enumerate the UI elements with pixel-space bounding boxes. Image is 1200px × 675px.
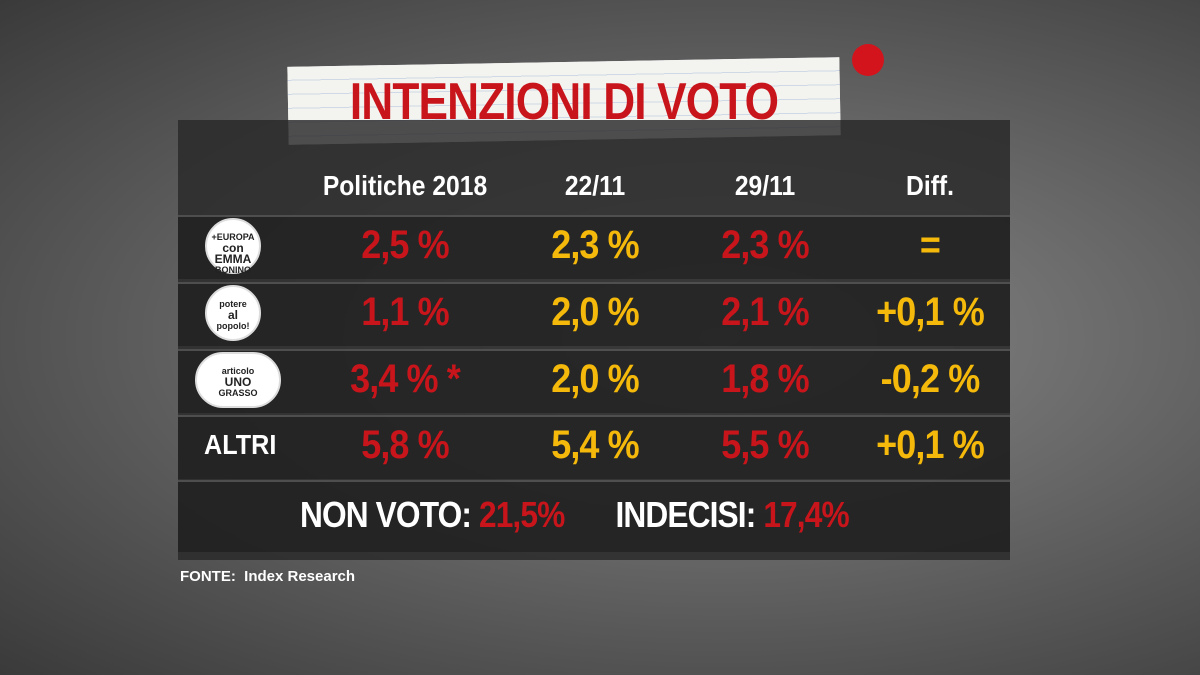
row-label: ALTRI <box>204 429 277 460</box>
logo-text: articolo <box>221 366 255 376</box>
party-logo: +EUROPA con EMMA BONINO <box>205 218 261 275</box>
non-voto-value: 21,5% <box>478 494 565 535</box>
table-cell: 3,4 % * <box>350 357 461 401</box>
source: FONTE: Index Research <box>180 568 356 585</box>
column-header: 29/11 <box>734 170 796 201</box>
indecisi-label: INDECISI: <box>615 494 756 535</box>
logo-text: UNO <box>224 375 252 389</box>
table-cell: +0,1 % <box>876 290 985 334</box>
table-cell: 2,0 % <box>551 290 639 334</box>
footer-row <box>178 480 1010 552</box>
footer: NON VOTO: 21,5% INDECISI: 17,4% <box>300 494 850 536</box>
table-row <box>178 415 1010 479</box>
table-cell: 2,1 % <box>721 290 809 334</box>
logo-text: +EUROPA <box>211 232 255 242</box>
table-row <box>178 215 1010 279</box>
logo-text: GRASSO <box>218 388 258 398</box>
table-cell: 5,4 % <box>551 423 639 467</box>
non-voto-label: NON VOTO: <box>300 494 472 535</box>
table-cell: -0,2 % <box>880 357 981 401</box>
logo-text: al <box>227 308 238 322</box>
table-cell: = <box>919 223 941 267</box>
table-cell: 1,8 % <box>721 357 809 401</box>
column-header: Politiche 2018 <box>322 170 488 201</box>
table-cell: 5,8 % <box>361 423 449 467</box>
party-logo: articolo UNO GRASSO <box>195 352 281 408</box>
column-header: 22/11 <box>564 170 626 201</box>
logo-text: potere <box>219 299 247 309</box>
table-cell: 2,0 % <box>551 357 639 401</box>
table-cell: 2,3 % <box>551 223 639 267</box>
party-logo: potere al popolo! <box>205 285 261 341</box>
indecisi-value: 17,4% <box>763 494 849 535</box>
table-row <box>178 349 1010 413</box>
logo-text: BONINO <box>215 265 251 275</box>
table-cell: +0,1 % <box>876 423 985 467</box>
table-cell: 2,5 % <box>361 223 449 267</box>
table-cell: 5,5 % <box>721 423 809 467</box>
table-cell: 1,1 % <box>361 290 449 334</box>
column-header: Diff. <box>906 170 954 201</box>
logo-text: con EMMA <box>214 241 252 266</box>
table-row <box>178 282 1010 346</box>
table-cell: 2,3 % <box>721 223 809 267</box>
pin <box>852 44 884 76</box>
logo-text: popolo! <box>216 321 250 331</box>
